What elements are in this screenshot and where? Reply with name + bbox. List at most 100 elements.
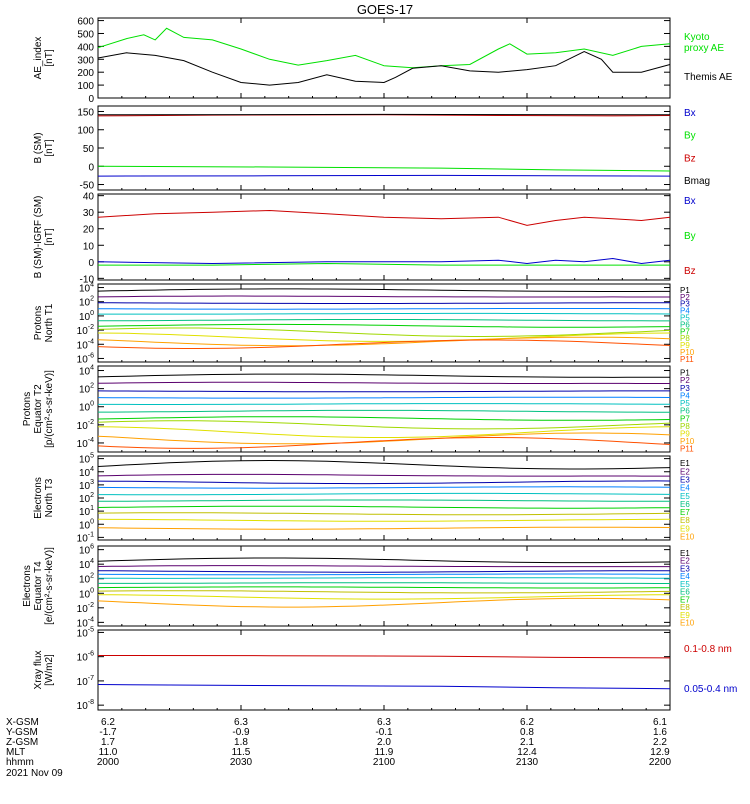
channel-line-p1	[98, 289, 670, 292]
y-tick-label: 102	[79, 296, 94, 309]
y-tick-label: 102	[79, 573, 94, 586]
y-tick-label: 100	[79, 518, 94, 531]
channel-label-p11: P11	[680, 445, 694, 454]
y-tick-label: 103	[79, 479, 94, 492]
channel-line-e8	[98, 513, 670, 515]
orbit-row-label: hhmm	[6, 757, 34, 768]
series-line-0-1-0-8-nm	[98, 656, 670, 658]
channel-line-p6	[98, 320, 670, 321]
legend-entry: Bx	[684, 108, 696, 119]
legend-entry: proxy AE	[684, 43, 724, 54]
channel-line-e1	[98, 461, 670, 470]
y-axis-label: [nT]	[44, 49, 55, 66]
channel-line-e7	[98, 587, 670, 588]
y-axis-label: Equator T2	[33, 384, 44, 434]
y-tick-label: 102	[79, 383, 94, 396]
y-tick-label: 600	[77, 17, 94, 28]
panel-frame	[98, 18, 670, 98]
y-axis-label: [nT]	[44, 139, 55, 156]
y-tick-label: 104	[79, 282, 94, 295]
legend-entry: Kyoto	[684, 32, 710, 43]
channel-line-e10	[98, 527, 670, 529]
channel-label-p11: P11	[680, 355, 694, 364]
y-tick-label: 10-2	[77, 419, 94, 432]
channel-line-p5	[98, 404, 670, 405]
y-tick-label: 101	[79, 505, 94, 518]
y-tick-label: 10-8	[77, 699, 94, 712]
channel-line-e6	[98, 500, 670, 501]
channel-line-p3	[98, 303, 670, 304]
y-tick-label: 200	[77, 68, 94, 79]
panel-frame	[98, 630, 670, 710]
y-tick-label: 40	[83, 192, 95, 203]
channel-line-p4	[98, 397, 670, 398]
legend-entry: Bmag	[684, 176, 710, 187]
orbit-value: 2200	[649, 757, 672, 768]
panel-frame	[98, 546, 670, 626]
legend-entry: By	[684, 131, 696, 142]
series-line-bx	[98, 259, 670, 264]
y-tick-label: 105	[79, 453, 94, 466]
panel-frame	[98, 194, 670, 280]
panel-frame	[98, 366, 670, 452]
channel-line-p11	[98, 438, 670, 449]
channel-line-p6	[98, 410, 670, 412]
y-tick-label: 100	[79, 587, 94, 600]
channel-line-e5	[98, 493, 670, 494]
y-tick-label: 10-5	[77, 626, 94, 639]
channel-line-p5	[98, 313, 670, 314]
channel-line-p8	[98, 421, 670, 429]
y-tick-label: 500	[77, 29, 94, 40]
channel-line-e4	[98, 487, 670, 488]
y-tick-label: 50	[83, 144, 95, 155]
channel-label-e10: E10	[680, 619, 695, 628]
orbit-value: 2130	[516, 757, 539, 768]
y-tick-label: 400	[77, 42, 94, 53]
y-tick-label: 10	[83, 241, 95, 252]
y-axis-label: Equator T4	[33, 561, 44, 611]
y-axis-label: B (SM)-IGRF (SM)	[33, 196, 44, 279]
legend-entry: Bx	[684, 196, 696, 207]
channel-line-e9	[98, 519, 670, 521]
y-axis-label: Electrons	[22, 565, 33, 607]
y-tick-label: 30	[83, 208, 95, 219]
y-tick-label: 150	[77, 107, 94, 118]
y-tick-label: 10-4	[77, 437, 94, 450]
orbit-value: 2000	[97, 757, 120, 768]
channel-line-p7	[98, 324, 670, 327]
y-tick-label: 104	[79, 558, 94, 571]
channel-label-e10: E10	[680, 533, 695, 542]
panel-frame	[98, 106, 670, 190]
y-tick-label: 100	[77, 81, 94, 92]
channel-line-e8	[98, 591, 670, 593]
channel-line-e6	[98, 583, 670, 584]
y-tick-label: 0	[88, 94, 94, 105]
y-tick-label: 106	[79, 544, 94, 557]
series-line-kyoto	[98, 28, 670, 67]
channel-line-e2	[98, 566, 670, 567]
channel-line-p2	[98, 296, 670, 297]
y-tick-label: 0	[88, 258, 94, 269]
plot-title: GOES-17	[357, 2, 413, 17]
series-line-bx	[98, 175, 670, 176]
series-line-themis-ae	[98, 52, 670, 86]
legend-entry: Bz	[684, 153, 696, 164]
channel-line-p10	[98, 433, 670, 444]
panels-group: 0100200300400500600AE_index[nT]Kyotoprox…	[22, 17, 737, 713]
y-tick-label: 0	[88, 162, 94, 173]
channel-line-p2	[98, 382, 670, 383]
channel-line-p9	[98, 427, 670, 438]
y-tick-label: 100	[77, 126, 94, 137]
y-tick-label: 104	[79, 365, 94, 378]
channel-line-p3	[98, 391, 670, 392]
series-line-bz	[98, 211, 670, 226]
channel-line-e4	[98, 574, 670, 575]
